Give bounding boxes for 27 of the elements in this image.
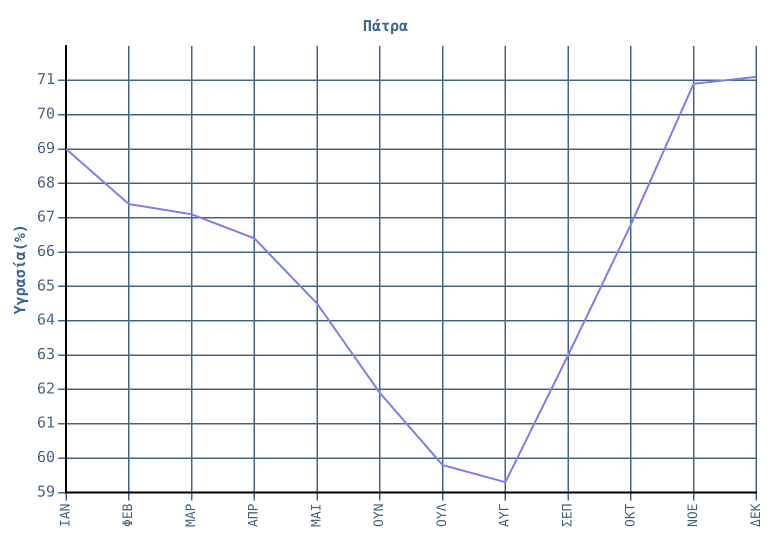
x-tick-label: ΣΕΠ <box>560 504 576 528</box>
y-tick-label: 66 <box>37 242 56 260</box>
x-tick-label: ΝΟΕ <box>686 504 702 528</box>
y-tick-label: 68 <box>37 173 56 192</box>
y-tick-label: 69 <box>37 138 56 157</box>
y-tick-label: 71 <box>37 70 56 88</box>
y-tick-label: 67 <box>37 208 56 226</box>
y-axis-title: Υγρασία(%) <box>10 224 29 314</box>
x-tick-label: ΜΑΙ <box>309 504 324 528</box>
chart-title: Πάτρα <box>362 16 408 35</box>
x-tick-label: ΦΕΒ <box>121 503 136 528</box>
x-tick-label: ΑΥΓ <box>498 503 513 528</box>
y-tick-label: 59 <box>37 482 56 500</box>
x-tick-label: ΜΑΡ <box>184 503 199 528</box>
y-tick-label: 65 <box>37 276 56 294</box>
y-tick-label: 63 <box>37 345 56 364</box>
y-tick-label: 61 <box>37 414 56 432</box>
y-tick-label: 62 <box>37 379 56 398</box>
y-tick-label: 60 <box>37 448 56 466</box>
x-tick-label: ΟΥΝ <box>372 504 388 528</box>
x-tick-label: ΑΠΡ <box>246 503 262 528</box>
x-tick-label: ΟΚΤ <box>623 503 638 528</box>
x-tick-label: ΟΥΛ <box>434 503 450 528</box>
y-tick-label: 64 <box>37 310 56 329</box>
x-tick-label: ΔΕΚ <box>748 503 764 528</box>
x-tick-label: ΙΑΝ <box>58 504 74 528</box>
y-tick-label: 70 <box>37 104 56 123</box>
